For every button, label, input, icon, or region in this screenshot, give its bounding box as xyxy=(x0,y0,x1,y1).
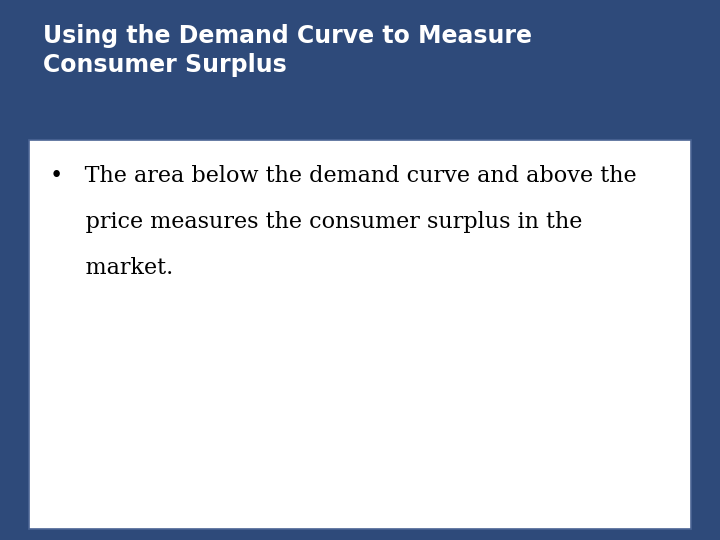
Text: Using the Demand Curve to Measure
Consumer Surplus: Using the Demand Curve to Measure Consum… xyxy=(43,24,532,77)
Text: price measures the consumer surplus in the: price measures the consumer surplus in t… xyxy=(50,211,582,233)
FancyBboxPatch shape xyxy=(29,140,691,529)
Text: •   The area below the demand curve and above the: • The area below the demand curve and ab… xyxy=(50,165,637,187)
Text: market.: market. xyxy=(50,256,174,279)
FancyBboxPatch shape xyxy=(29,16,691,132)
